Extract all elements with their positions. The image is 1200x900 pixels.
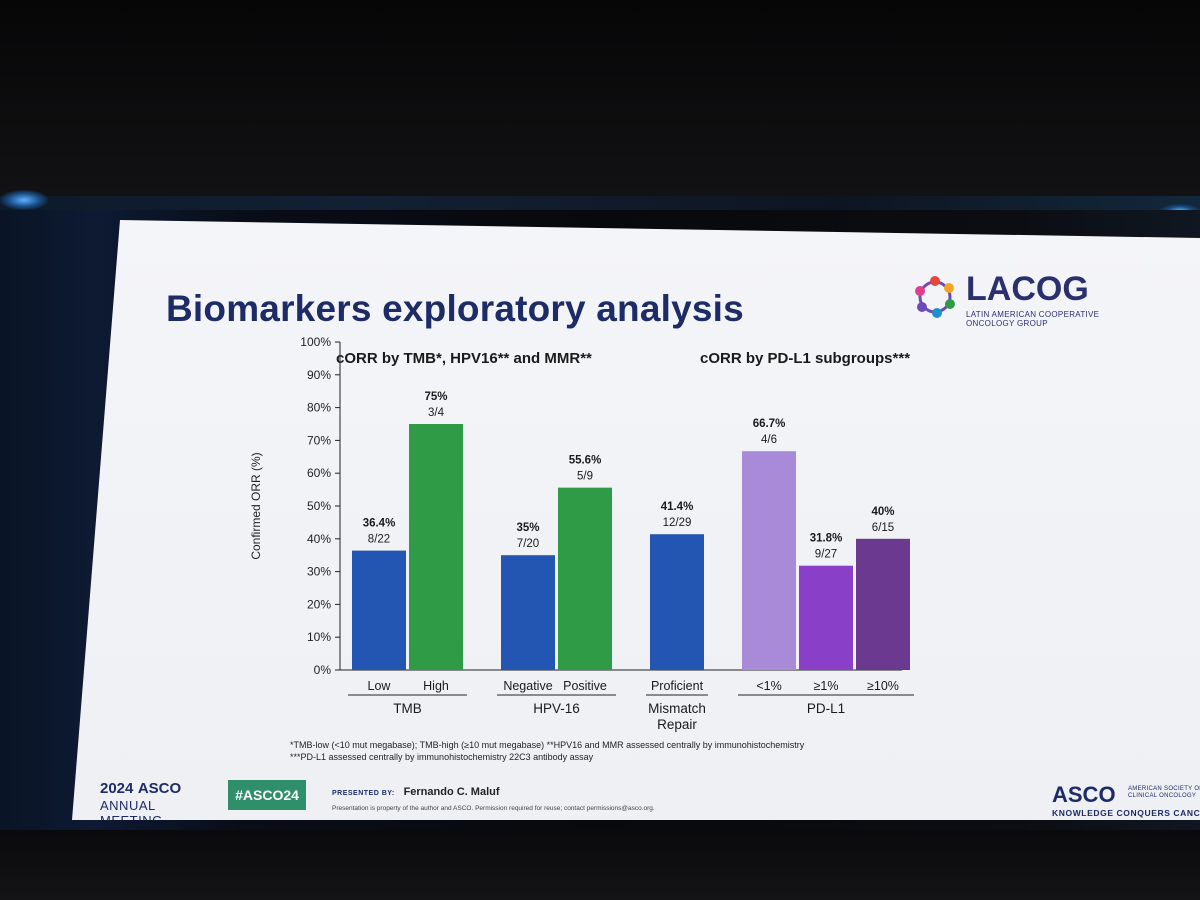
bar-value-label: 35% [516, 522, 539, 534]
x-category-label: Positive [563, 679, 607, 693]
bar-count-label: 12/29 [663, 517, 692, 529]
bar-value-label: 55.6% [569, 455, 602, 467]
bar-count-label: 5/9 [577, 471, 593, 483]
y-tick-label: 50% [307, 499, 331, 513]
group-label: Mismatch [648, 701, 706, 716]
lacog-logo: LACOG LATIN AMERICAN COOPERATIVE ONCOLOG… [910, 270, 1130, 330]
bar-value-label: 41.4% [661, 501, 694, 513]
bar-count-label: 7/20 [517, 538, 539, 550]
group-label: TMB [393, 701, 422, 716]
slide-title: Biomarkers exploratory analysis [166, 288, 744, 329]
stage-truss [0, 196, 1200, 210]
bar-Low [352, 550, 406, 670]
asco-society-name: AMERICAN SOCIETY OF CLINICAL ONCOLOGY [1128, 786, 1200, 799]
bar-≥10% [856, 538, 910, 670]
bar-value-label: 75% [424, 391, 447, 403]
y-tick-label: 0% [314, 663, 332, 677]
lacog-logo-icon [915, 276, 955, 318]
bar-count-label: 9/27 [815, 549, 837, 561]
presenter-line: PRESENTED BY: Fernando C. Maluf [332, 786, 500, 798]
x-category-label: ≥1% [814, 679, 839, 693]
meeting-name: ANNUAL MEETING [100, 798, 162, 820]
asco-annual-meeting-logo: 2024 ASCO ANNUAL MEETING [100, 780, 182, 820]
y-axis-label: Confirmed ORR (%) [249, 452, 263, 559]
bar-count-label: 4/6 [761, 434, 777, 446]
projected-slide: Biomarkers exploratory analysis LACOG LA… [72, 220, 1200, 820]
meeting-year: 2024 [100, 780, 134, 797]
panel-title-left: cORR by TMB*, HPV16** and MMR** [336, 350, 592, 367]
y-tick-label: 10% [307, 630, 331, 644]
bar-value-label: 66.7% [753, 418, 786, 430]
asco-tagline: KNOWLEDGE CONQUERS CANCER [1052, 808, 1200, 818]
bar-High [409, 424, 463, 670]
bar-count-label: 3/4 [428, 407, 445, 419]
footnote-line: ***PD-L1 assessed centrally by immunohis… [290, 752, 594, 762]
meeting-brand: ASCO [137, 780, 182, 797]
bar-<1% [742, 451, 796, 670]
presenter-name: Fernando C. Maluf [403, 786, 500, 798]
asco-name: ASCO [1052, 782, 1116, 807]
x-category-label: <1% [756, 679, 781, 693]
logo-name: LACOG [966, 270, 1089, 308]
y-tick-label: 20% [307, 597, 331, 611]
room-background [0, 0, 1200, 200]
bar-Negative [501, 555, 555, 670]
bar-count-label: 8/22 [368, 534, 390, 546]
x-category-label: High [423, 679, 449, 693]
y-tick-label: 60% [307, 466, 331, 480]
asco-society-logo: ASCO AMERICAN SOCIETY OF CLINICAL ONCOLO… [1052, 782, 1200, 818]
group-label: HPV-16 [533, 701, 580, 716]
bar-value-label: 36.4% [363, 518, 396, 530]
bar-value-label: 40% [871, 506, 894, 518]
y-tick-label: 80% [307, 401, 331, 415]
presented-label: PRESENTED BY: [332, 790, 395, 797]
y-tick-label: 40% [307, 532, 331, 546]
stage-light-left [0, 190, 48, 210]
permission-note: Presentation is property of the author a… [332, 805, 655, 812]
orr-bar-chart: 0% 10% 20% 30% 40% 50% 60% 70% 80% 90% 100% Confirm… [249, 335, 914, 732]
group-label: PD-L1 [807, 701, 845, 716]
x-category-label: Negative [503, 679, 552, 693]
bar-value-label: 31.8% [810, 533, 843, 545]
y-tick-label: 90% [307, 368, 331, 382]
y-tick-label: 70% [307, 433, 331, 447]
y-tick-label: 100% [300, 335, 331, 349]
bar-≥1% [799, 565, 853, 670]
x-category-label: Proficient [651, 679, 704, 693]
panel-title-right: cORR by PD-L1 subgroups*** [700, 350, 911, 367]
group-label: Repair [657, 717, 697, 732]
footnote-line: *TMB-low (<10 mut megabase); TMB-high (≥… [290, 740, 805, 750]
footnotes: *TMB-low (<10 mut megabase); TMB-high (≥… [290, 739, 910, 763]
logo-subtitle: LATIN AMERICAN COOPERATIVE ONCOLOGY GROU… [966, 310, 1100, 328]
x-category-label: Low [368, 679, 392, 693]
bar-Positive [558, 487, 612, 670]
y-tick-label: 30% [307, 565, 331, 579]
hashtag-badge: #ASCO24 [228, 780, 306, 810]
stage-floor [0, 830, 1200, 900]
x-category-label: ≥10% [867, 679, 899, 693]
bar-count-label: 6/15 [872, 522, 894, 534]
bar-Proficient [650, 534, 704, 670]
